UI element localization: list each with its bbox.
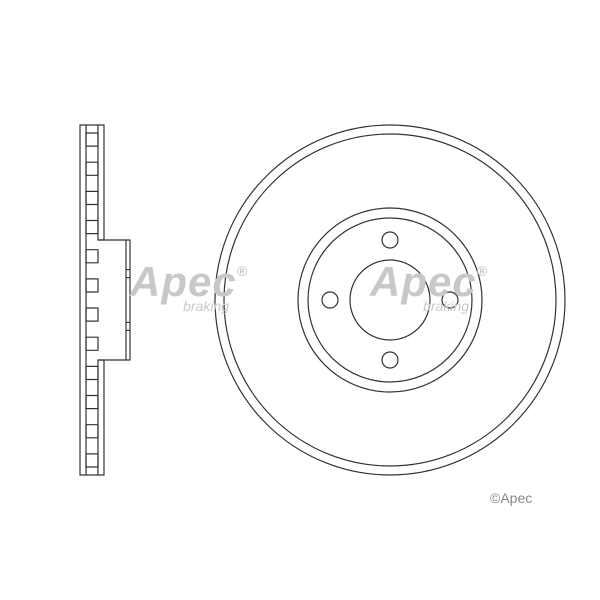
diagram-canvas: Apec® braking Apec® braking ©Apec	[0, 0, 600, 600]
copyright-text: ©Apec	[490, 490, 532, 506]
disc-side-view	[0, 0, 600, 600]
